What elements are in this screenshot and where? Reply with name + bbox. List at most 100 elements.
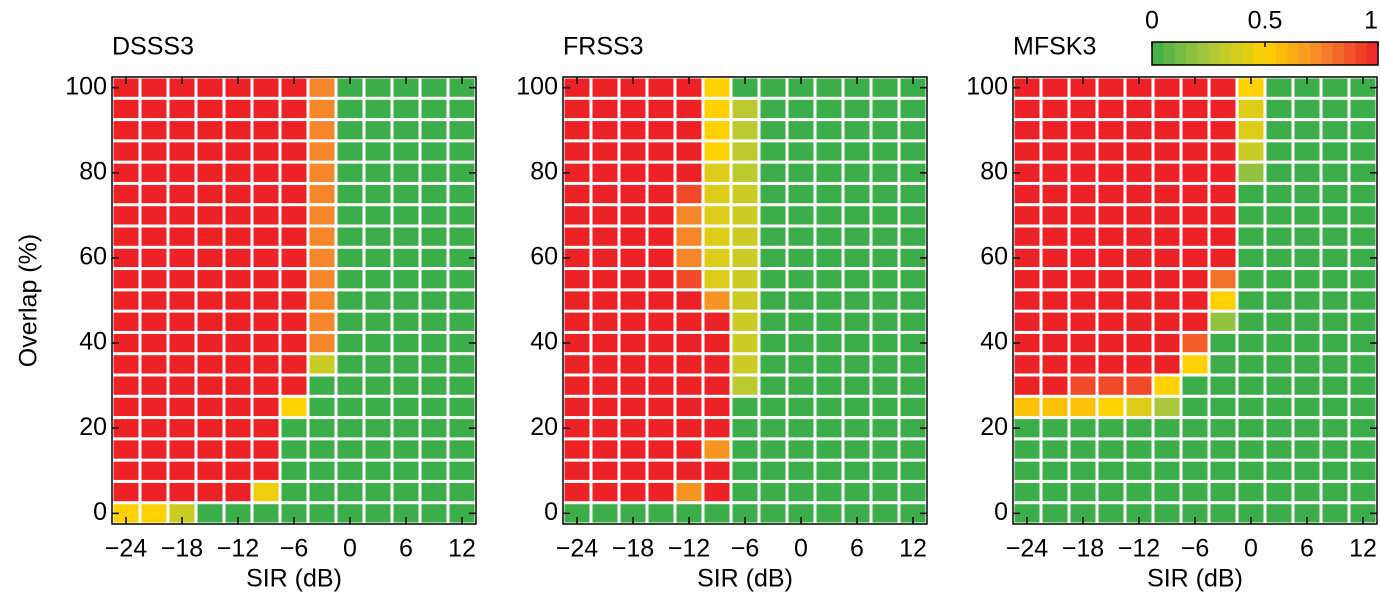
cell bbox=[648, 397, 674, 417]
cell bbox=[253, 355, 279, 374]
cell bbox=[141, 355, 167, 374]
cell bbox=[337, 397, 363, 417]
cell bbox=[1294, 440, 1320, 459]
cell bbox=[141, 504, 167, 523]
cell bbox=[1182, 206, 1208, 225]
cell bbox=[1014, 291, 1040, 310]
cell bbox=[1014, 440, 1040, 459]
cell bbox=[169, 78, 195, 97]
cell bbox=[732, 312, 758, 331]
cell bbox=[1014, 461, 1040, 480]
cell bbox=[844, 163, 870, 182]
cell bbox=[1126, 355, 1152, 374]
cell bbox=[281, 312, 307, 331]
cell bbox=[141, 419, 167, 438]
cell bbox=[1322, 291, 1348, 310]
cell bbox=[1238, 376, 1264, 395]
cell bbox=[704, 206, 730, 225]
cell bbox=[253, 270, 279, 289]
cell bbox=[564, 291, 590, 310]
cell bbox=[1238, 206, 1264, 225]
cell bbox=[1238, 291, 1264, 310]
cell bbox=[1042, 482, 1068, 502]
y-tick-label: 20 bbox=[980, 413, 1008, 441]
cell bbox=[337, 227, 363, 246]
cell bbox=[1042, 99, 1068, 119]
cell bbox=[1266, 78, 1292, 97]
cell bbox=[1182, 121, 1208, 140]
cell bbox=[620, 291, 646, 310]
cell bbox=[1042, 291, 1068, 310]
cell bbox=[648, 312, 674, 331]
cell bbox=[1350, 78, 1376, 97]
cell bbox=[281, 270, 307, 289]
cell bbox=[141, 227, 167, 246]
cell bbox=[1126, 461, 1152, 480]
cell bbox=[197, 270, 223, 289]
cell bbox=[1154, 504, 1180, 523]
cell bbox=[620, 184, 646, 204]
cell bbox=[1014, 142, 1040, 161]
cell bbox=[141, 333, 167, 353]
cell bbox=[1098, 419, 1124, 438]
cell bbox=[1294, 312, 1320, 331]
cell bbox=[169, 312, 195, 331]
cell bbox=[113, 99, 139, 119]
cell bbox=[1098, 333, 1124, 353]
cell bbox=[197, 184, 223, 204]
cell bbox=[253, 99, 279, 119]
cell bbox=[449, 270, 475, 289]
cell bbox=[592, 355, 618, 374]
cell bbox=[421, 206, 447, 225]
cell bbox=[592, 163, 618, 182]
cell bbox=[676, 440, 702, 459]
cell bbox=[1350, 482, 1376, 502]
cell bbox=[449, 142, 475, 161]
cell bbox=[648, 355, 674, 374]
cell bbox=[1070, 270, 1096, 289]
cell bbox=[872, 504, 898, 523]
cell bbox=[449, 99, 475, 119]
y-tick-label: 40 bbox=[530, 328, 558, 356]
cell bbox=[1294, 227, 1320, 246]
cell bbox=[788, 206, 814, 225]
cell bbox=[620, 121, 646, 140]
cell bbox=[253, 248, 279, 268]
cell bbox=[1210, 227, 1236, 246]
cell bbox=[872, 419, 898, 438]
cell bbox=[1322, 227, 1348, 246]
cell bbox=[1154, 121, 1180, 140]
cell bbox=[225, 78, 251, 97]
x-tick-label: 6 bbox=[399, 535, 413, 563]
cell bbox=[1210, 333, 1236, 353]
cell bbox=[169, 142, 195, 161]
cell bbox=[648, 248, 674, 268]
colorbar-tick-label: 0 bbox=[1145, 7, 1159, 35]
cell bbox=[732, 461, 758, 480]
cell bbox=[676, 163, 702, 182]
cell bbox=[365, 163, 391, 182]
x-tick-label: 0 bbox=[794, 535, 808, 563]
cell bbox=[337, 121, 363, 140]
cell bbox=[225, 504, 251, 523]
cell bbox=[1042, 504, 1068, 523]
cell bbox=[1070, 78, 1096, 97]
cell bbox=[365, 184, 391, 204]
cell bbox=[169, 461, 195, 480]
cell bbox=[760, 440, 786, 459]
x-tick-label: 12 bbox=[899, 535, 927, 563]
cell bbox=[225, 163, 251, 182]
cell bbox=[1070, 99, 1096, 119]
cell bbox=[449, 78, 475, 97]
cell bbox=[365, 461, 391, 480]
y-tick-label: 0 bbox=[544, 498, 558, 526]
cell bbox=[337, 248, 363, 268]
cell bbox=[1350, 248, 1376, 268]
cell bbox=[620, 333, 646, 353]
cell bbox=[1182, 227, 1208, 246]
cell bbox=[141, 440, 167, 459]
cell bbox=[872, 461, 898, 480]
cell bbox=[197, 355, 223, 374]
cell bbox=[365, 270, 391, 289]
cell bbox=[1154, 419, 1180, 438]
